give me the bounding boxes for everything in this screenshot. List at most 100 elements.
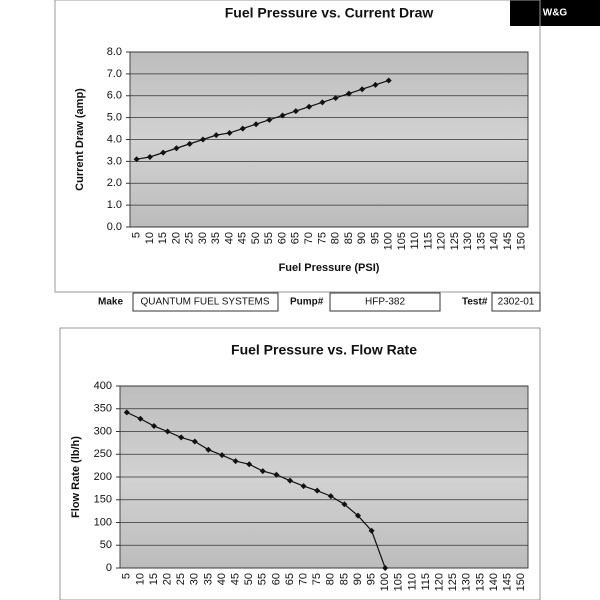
x-tick-label: 25 [184,232,196,244]
x-tick-label: 20 [162,573,174,585]
x-tick-label: 15 [148,573,160,585]
x-tick-label: 85 [338,573,350,585]
marker [319,99,326,106]
x-tick-label: 15 [157,232,169,244]
y-tick-label: 3.0 [107,155,122,167]
y-tick-label: 2.0 [107,177,122,189]
y-axis-title: Flow Rate (lb/h) [70,436,82,518]
x-tick-label: 150 [515,232,527,250]
marker [253,121,260,128]
x-tick-label: 95 [366,573,378,585]
y-tick-label: 150 [94,494,112,506]
x-tick-label: 135 [475,232,487,250]
y-tick-label: 200 [94,471,112,483]
x-tick-label: 70 [303,232,315,244]
x-axis-title: Fuel Pressure (PSI) [279,262,380,274]
marker [382,565,389,571]
x-tick-label: 80 [330,232,342,244]
x-tick-label: 90 [356,232,368,244]
y-tick-label: 5.0 [107,112,122,124]
marker [160,149,167,156]
y-tick-label: 350 [94,403,112,415]
x-tick-label: 150 [515,573,527,591]
x-tick-label: 115 [420,573,432,591]
y-tick-label: 6.0 [107,90,122,102]
x-tick-label: 50 [243,573,255,585]
x-tick-label: 80 [325,573,337,585]
marker [219,452,225,459]
marker [232,458,239,465]
x-tick-label: 75 [316,232,328,244]
form-value: QUANTUM FUEL SYSTEMS [140,297,269,308]
x-tick-label: 145 [502,573,514,591]
y-tick-label: 1.0 [107,199,122,211]
x-tick-label: 10 [134,573,146,585]
x-tick-label: 105 [396,232,408,250]
marker [133,156,140,163]
marker [292,108,299,115]
form-box [329,292,441,312]
marker [368,527,375,534]
x-tick-label: 85 [343,232,355,244]
chart-title: Fuel Pressure vs. Flow Rate [231,342,417,358]
y-tick-label: 4.0 [107,133,122,145]
form-box [491,292,541,312]
x-tick-label: 55 [263,232,275,244]
x-tick-label: 75 [311,573,323,585]
x-tick-label: 90 [352,573,364,585]
y-tick-label: 0 [106,562,112,574]
x-tick-label: 50 [250,232,262,244]
form-label: Test# [462,297,488,308]
marker [226,129,233,136]
x-tick-label: 130 [461,573,473,591]
marker [287,477,293,484]
form-label: Make [98,297,123,308]
marker [173,145,180,152]
form-value: 2302-01 [498,297,535,308]
y-tick-label: 100 [94,516,112,528]
x-tick-label: 120 [436,232,448,250]
marker [137,415,144,422]
form-label: Pump# [290,297,324,308]
marker [306,103,313,110]
x-tick-label: 100 [383,232,395,250]
marker [341,501,348,508]
marker [205,446,212,453]
marker [213,132,220,139]
x-tick-label: 35 [202,573,214,585]
y-tick-label: 7.0 [107,68,122,80]
logo-box [510,0,600,26]
x-tick-label: 45 [237,232,249,244]
x-tick-label: 65 [284,573,296,585]
marker [146,154,153,160]
y-tick-label: 400 [94,380,112,392]
x-tick-label: 110 [406,573,418,591]
marker [164,428,171,435]
marker [385,77,392,84]
x-tick-label: 125 [447,573,459,591]
marker [151,423,157,430]
x-tick-label: 120 [434,573,446,591]
x-tick-label: 30 [197,232,209,244]
x-tick-label: 135 [474,573,486,591]
x-tick-label: 25 [175,573,187,585]
marker [332,94,339,101]
marker [186,140,193,147]
y-axis-title: Current Draw (amp) [74,88,86,191]
marker [246,461,253,468]
y-tick-label: 8.0 [107,46,122,58]
y-tick-label: 0.0 [107,221,122,233]
x-tick-label: 125 [449,232,461,250]
y-tick-label: 250 [94,448,112,460]
marker [279,112,286,119]
x-tick-label: 115 [422,232,434,250]
marker [327,493,334,500]
x-tick-label: 100 [379,573,391,591]
marker [178,434,185,441]
x-tick-label: 60 [270,573,282,585]
marker [123,409,130,416]
chart-frame [59,327,541,600]
x-tick-label: 60 [276,232,288,244]
form-box [132,292,279,312]
